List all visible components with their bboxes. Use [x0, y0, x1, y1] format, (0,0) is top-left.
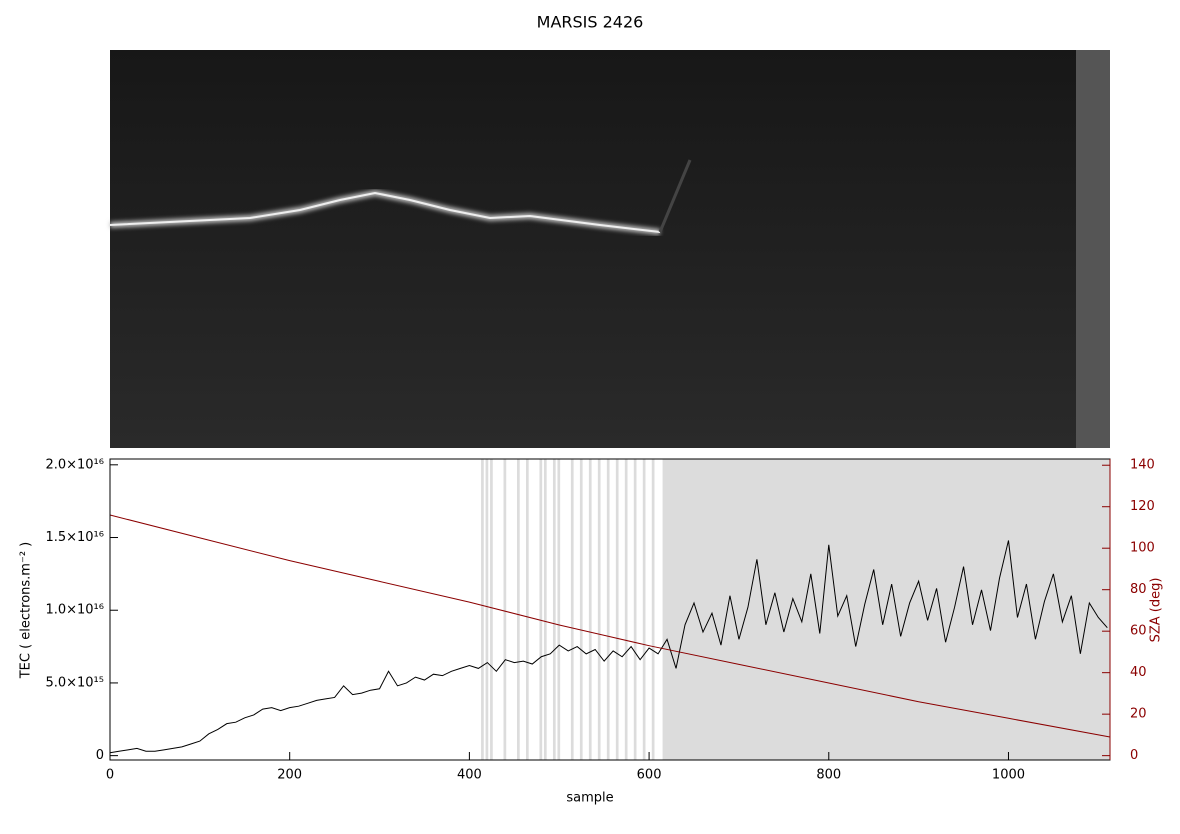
y2-tick-label: 20	[1130, 707, 1147, 722]
series-line	[109, 540, 1108, 754]
y2-tick-label: 40	[1130, 665, 1147, 680]
shaded-span	[615, 459, 619, 760]
y-axis-label: TEC ( electrons.m⁻² )	[19, 542, 34, 680]
y2-tick-label: 100	[1130, 541, 1155, 556]
radargram-background	[110, 50, 1110, 448]
shaded-span	[552, 459, 556, 760]
chart-title: MARSIS 2426	[537, 13, 644, 32]
shaded-span	[543, 459, 547, 760]
y2-tick-label: 80	[1130, 582, 1147, 597]
shaded-span	[490, 459, 493, 760]
shaded-span	[633, 459, 637, 760]
shaded-span	[539, 459, 543, 760]
x-tick-label: 0	[106, 768, 114, 783]
shaded-span	[642, 459, 646, 760]
shaded-span	[557, 459, 561, 760]
x-tick-label: 400	[457, 768, 482, 783]
radargram-strip	[1076, 50, 1110, 448]
y2-tick-label: 60	[1130, 624, 1147, 639]
plot-area	[109, 459, 1111, 760]
x-tick-label: 800	[816, 768, 841, 783]
shaded-span	[579, 459, 583, 760]
shaded-span	[517, 459, 520, 760]
series-line	[109, 514, 1111, 738]
y-tick-label: 2.0×10¹⁶	[45, 457, 104, 472]
y-tick-label: 1.5×10¹⁶	[45, 530, 104, 545]
shaded-span	[570, 459, 574, 760]
shaded-span	[606, 459, 610, 760]
y-tick-label: 1.0×10¹⁶	[45, 603, 104, 618]
radargram	[109, 50, 1110, 448]
shaded-span	[597, 459, 601, 760]
faint-echo	[658, 159, 692, 233]
shaded-span	[624, 459, 628, 760]
shaded-span	[485, 459, 489, 760]
x-axis-label: sample	[566, 791, 613, 806]
shaded-span	[525, 459, 529, 760]
y-tick-label: 5.0×10¹⁵	[45, 675, 104, 690]
y2-tick-label: 120	[1130, 499, 1155, 514]
shaded-span	[588, 459, 592, 760]
surface-echo	[109, 191, 661, 233]
x-tick-label: 200	[277, 768, 302, 783]
x-tick-label: 1000	[992, 768, 1025, 783]
shaded-span	[651, 459, 655, 760]
y2-tick-label: 0	[1130, 748, 1138, 763]
y2-tick-label: 140	[1130, 458, 1155, 473]
shaded-span	[481, 459, 484, 760]
y2-axis-label: SZA (deg)	[1149, 578, 1164, 643]
shaded-span	[503, 459, 507, 760]
y-tick-label: 0	[96, 748, 104, 763]
x-tick-label: 600	[637, 768, 662, 783]
